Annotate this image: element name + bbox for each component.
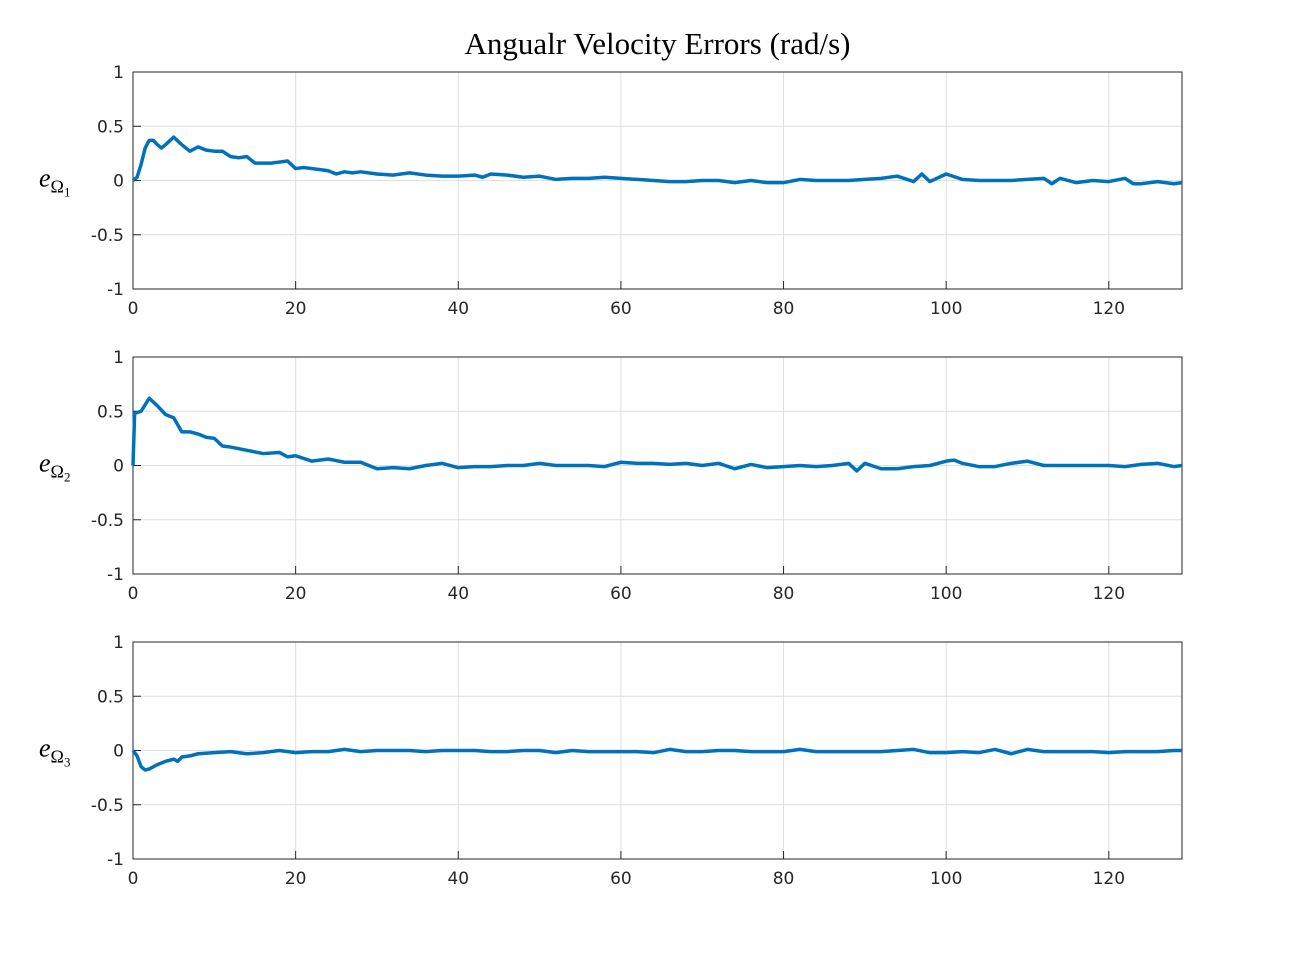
x-tick-label: 120 — [1093, 299, 1125, 319]
subplot: 0 20 40 60 80 100 120 -1 -0.5 0 0.5 1 Angualr Veloci… — [39, 26, 1183, 319]
subplot: 0 20 40 60 80 100 120 -1 -0.5 0 0.5 1 eΩ3 — [39, 633, 1183, 889]
y-tick-label: -1 — [107, 280, 124, 300]
y-tick-label: 1 — [113, 63, 124, 83]
y-tick-label: 1 — [113, 348, 124, 368]
x-tick-label: 20 — [285, 869, 307, 889]
y-axis-label-part: e — [39, 164, 51, 193]
x-tick-label: 20 — [285, 584, 307, 604]
y-tick-label: -0.5 — [91, 226, 124, 246]
x-tick-label: 0 — [128, 584, 139, 604]
y-tick-label: 0 — [113, 742, 124, 762]
y-tick-label: 0.5 — [97, 117, 124, 137]
y-tick-label: 1 — [113, 633, 124, 653]
y-axis-label-part: 3 — [64, 755, 71, 770]
x-tick-label: 120 — [1093, 869, 1125, 889]
y-tick-label: -1 — [107, 850, 124, 870]
x-tick-label: 80 — [773, 584, 795, 604]
x-tick-label: 100 — [930, 299, 962, 319]
y-tick-label: -0.5 — [91, 796, 124, 816]
y-axis-label-part: Ω — [51, 177, 64, 197]
y-axis-label-part: Ω — [51, 747, 64, 767]
x-tick-label: 100 — [930, 869, 962, 889]
y-tick-label: 0.5 — [97, 402, 124, 422]
x-tick-label: 40 — [447, 869, 469, 889]
x-tick-label: 60 — [610, 299, 632, 319]
x-tick-label: 0 — [128, 299, 139, 319]
y-axis-label-part: e — [39, 449, 51, 478]
x-tick-label: 60 — [610, 869, 632, 889]
y-tick-label: 0.5 — [97, 687, 124, 707]
x-tick-label: 0 — [128, 869, 139, 889]
x-tick-label: 80 — [773, 299, 795, 319]
y-axis-label-part: Ω — [51, 462, 64, 482]
y-axis-label: eΩ2 — [39, 449, 70, 485]
x-tick-label: 40 — [447, 584, 469, 604]
chart-title: Angualr Velocity Errors (rad/s) — [465, 26, 851, 61]
y-axis-label-part: e — [39, 734, 51, 763]
x-tick-label: 40 — [447, 299, 469, 319]
line-series — [131, 135, 1183, 186]
line-series — [131, 747, 1182, 772]
y-tick-label: -1 — [107, 565, 124, 585]
x-tick-label: 120 — [1093, 584, 1125, 604]
x-tick-label: 80 — [773, 869, 795, 889]
x-tick-label: 60 — [610, 584, 632, 604]
y-axis-label-part: 2 — [64, 470, 71, 485]
y-axis-label: eΩ3 — [39, 734, 70, 770]
subplot: 0 20 40 60 80 100 120 -1 -0.5 0 0.5 1 eΩ2 — [39, 348, 1183, 604]
y-axis-label-part: 1 — [64, 185, 71, 200]
y-tick-label: -0.5 — [91, 511, 124, 531]
x-tick-label: 20 — [285, 299, 307, 319]
y-axis-label: eΩ1 — [39, 164, 70, 200]
y-tick-label: 0 — [113, 172, 124, 192]
line-series — [131, 396, 1183, 473]
y-tick-label: 0 — [113, 457, 124, 477]
x-tick-label: 100 — [930, 584, 962, 604]
